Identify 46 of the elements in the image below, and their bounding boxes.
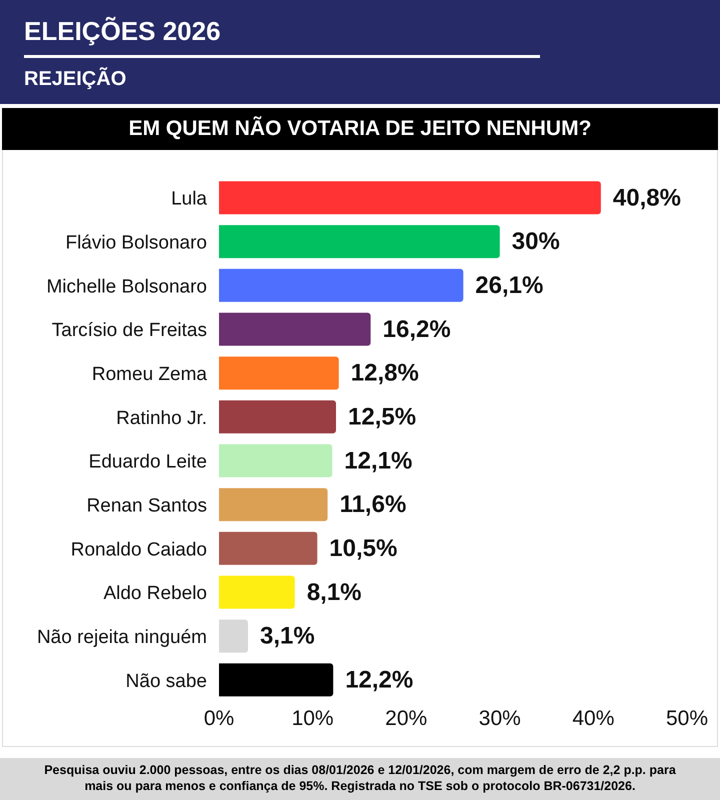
bar xyxy=(219,268,464,302)
data-label: 8,1% xyxy=(306,578,362,606)
x-tick-label: 50% xyxy=(666,706,708,730)
bar xyxy=(219,444,332,478)
y-tick-label: Ratinho Jr. xyxy=(116,408,207,429)
y-tick-label: Flávio Bolsonaro xyxy=(65,232,207,254)
data-label: 11,6% xyxy=(340,491,406,518)
y-tick-label: Renan Santos xyxy=(86,495,207,516)
data-label: 30% xyxy=(512,228,560,256)
y-tick-label: Não sabe xyxy=(126,670,207,692)
y-tick-label: Michelle Bolsonaro xyxy=(46,276,207,298)
data-label: 12,8% xyxy=(350,360,419,387)
x-tick-label: 30% xyxy=(478,706,521,730)
y-tick-label: Não rejeita ninguém xyxy=(36,626,207,648)
chart-subtitle: REJEIÇÃO xyxy=(24,66,128,91)
bar xyxy=(219,225,500,258)
y-tick-label: Lula xyxy=(171,188,208,210)
text: Pesquisa ouviu 2.000 pessoas, entre os dias 08/01/2026 e 12/01/2026, com margem de erro de 2,2 p.p. para mais ou para menos e confiança de 95%. Registrada no TSE sob o protocolo BR-06731/2026. xyxy=(0,758,720,800)
bar xyxy=(219,488,328,522)
bar xyxy=(219,181,601,214)
data-label: 12,5% xyxy=(348,403,416,430)
data-label: 40,8% xyxy=(612,184,681,212)
y-tick-label: Aldo Rebelo xyxy=(103,583,207,604)
data-label: 3,1% xyxy=(260,622,315,650)
bar xyxy=(219,620,248,653)
chart-title: ELEIÇÕES 2026 xyxy=(24,0,540,58)
bar xyxy=(219,400,336,434)
data-label: 12,2% xyxy=(345,666,414,694)
bar xyxy=(219,532,318,565)
bar xyxy=(219,356,339,390)
x-tick-label: 0% xyxy=(204,706,234,730)
y-tick-label: Romeu Zema xyxy=(92,364,208,385)
bar xyxy=(219,576,295,609)
bar xyxy=(219,663,334,696)
x-tick-label: 10% xyxy=(292,706,334,730)
x-tick-label: 40% xyxy=(572,706,614,730)
data-label: 16,2% xyxy=(382,316,451,343)
text: EM QUEM NÃO VOTARIA DE JEITO NENHUM? xyxy=(2,108,718,150)
data-label: 12,1% xyxy=(344,447,412,474)
bar xyxy=(219,312,371,346)
y-tick-label: Ronaldo Caiado xyxy=(70,539,207,560)
y-tick-label: Tarcísio de Freitas xyxy=(52,320,207,342)
y-tick-label: Eduardo Leite xyxy=(88,452,207,473)
data-label: 26,1% xyxy=(475,272,544,299)
x-tick-label: 20% xyxy=(385,706,428,730)
data-label: 10,5% xyxy=(329,534,398,562)
